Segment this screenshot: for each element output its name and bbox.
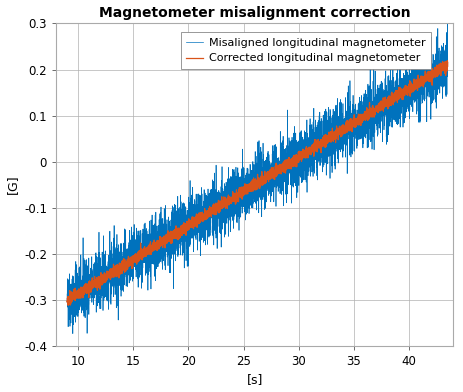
Misaligned longitudinal magnetometer <box>70 331 75 336</box>
Misaligned longitudinal magnetometer <box>133 226 139 230</box>
Corrected longitudinal magnetometer <box>445 60 450 65</box>
Corrected longitudinal magnetometer <box>133 254 139 259</box>
Legend: Misaligned longitudinal magnetometer, Corrected longitudinal magnetometer: Misaligned longitudinal magnetometer, Co… <box>181 32 431 69</box>
Misaligned longitudinal magnetometer <box>348 134 354 139</box>
Misaligned longitudinal magnetometer <box>312 136 318 141</box>
Misaligned longitudinal magnetometer <box>210 178 215 182</box>
Misaligned longitudinal magnetometer <box>377 115 383 120</box>
Line: Misaligned longitudinal magnetometer: Misaligned longitudinal magnetometer <box>67 22 448 334</box>
Misaligned longitudinal magnetometer <box>64 292 70 296</box>
Line: Corrected longitudinal magnetometer: Corrected longitudinal magnetometer <box>67 61 448 305</box>
Corrected longitudinal magnetometer <box>210 211 215 215</box>
Corrected longitudinal magnetometer <box>348 122 354 127</box>
Corrected longitudinal magnetometer <box>65 303 71 308</box>
Misaligned longitudinal magnetometer <box>293 159 298 164</box>
Corrected longitudinal magnetometer <box>64 299 70 303</box>
Title: Magnetometer misalignment correction: Magnetometer misalignment correction <box>99 5 410 20</box>
Corrected longitudinal magnetometer <box>377 108 383 113</box>
Y-axis label: [G]: [G] <box>6 175 19 194</box>
Misaligned longitudinal magnetometer <box>445 74 450 79</box>
Corrected longitudinal magnetometer <box>444 58 450 63</box>
X-axis label: [s]: [s] <box>246 374 263 387</box>
Corrected longitudinal magnetometer <box>293 156 298 160</box>
Misaligned longitudinal magnetometer <box>444 20 450 24</box>
Corrected longitudinal magnetometer <box>312 146 318 151</box>
